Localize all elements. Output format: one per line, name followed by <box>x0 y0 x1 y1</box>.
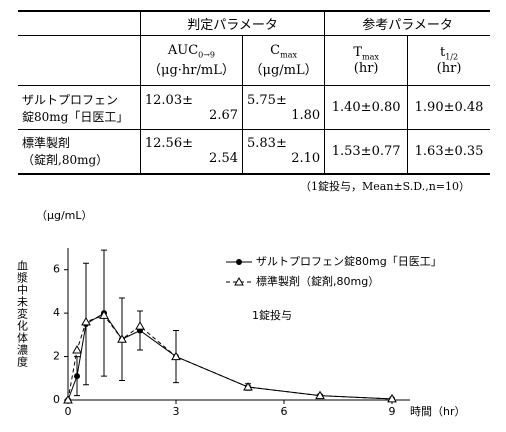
col-sub: 0→9 <box>198 50 216 60</box>
x-tick-label: 0 <box>65 405 72 418</box>
table-note: （1錠投与，Mean±S.D.,n=10） <box>300 180 470 193</box>
col-unit: （μg·hr/mL） <box>148 63 235 79</box>
marker <box>99 310 109 319</box>
marker <box>72 345 82 354</box>
cell: 1.40±0.80 <box>324 85 408 130</box>
row-label: 標準製剤 （錠剤,80mg） <box>18 129 141 174</box>
corner <box>18 11 141 36</box>
marker <box>74 373 80 380</box>
y-tick-label: 6 <box>53 263 60 276</box>
marker <box>63 394 73 404</box>
cell-line: 1.90±0.48 <box>414 100 484 115</box>
annotation: 1錠投与 <box>252 308 292 322</box>
legend-label: ザルトプロフェン錠80mg「日医工」 <box>256 254 442 268</box>
col-name: t <box>439 44 446 60</box>
column-header: Tmax (hr) <box>324 35 408 86</box>
x-tick-label: 9 <box>389 405 396 418</box>
series-line <box>67 314 393 401</box>
marker <box>243 381 253 391</box>
group-header: 判定パラメータ <box>139 11 325 36</box>
cell-line: 2.67 <box>209 107 238 123</box>
col-sub: max <box>280 50 297 60</box>
label-line: （錠剤,80mg） <box>22 153 109 168</box>
label-line: 標準製剤 <box>22 136 71 151</box>
cell: 5.75± 1.80 <box>241 85 325 130</box>
x-label: 時間（hr） <box>410 405 466 418</box>
y-label: 血漿中未変化体濃度 <box>16 259 29 368</box>
cell-line: 1.63±0.35 <box>414 143 484 159</box>
cell: 1.63±0.35 <box>407 129 490 174</box>
col-sub: 1/2 <box>445 52 459 62</box>
col-name: T <box>353 44 363 60</box>
marker <box>117 334 127 343</box>
cell-line: 12.56± <box>144 136 193 152</box>
col-name: C <box>270 42 281 58</box>
legend-marker <box>234 276 244 286</box>
cell-line: 1.40±0.80 <box>331 100 401 115</box>
col-name: AUC <box>167 42 199 58</box>
label-line: 錠80mg「日医工」 <box>22 109 129 124</box>
series-line <box>67 312 393 401</box>
legend-marker <box>236 259 242 265</box>
cell-line: 1.53±0.77 <box>331 143 401 159</box>
y-unit: （μg/mL） <box>36 209 93 222</box>
col-unit: (hr) <box>436 61 462 77</box>
col-unit: (hr) <box>353 61 379 77</box>
column-header: Cmax （μg/mL） <box>241 35 325 86</box>
row-label: ザルトプロフェン 錠80mg「日医工」 <box>18 85 141 130</box>
col-unit: （μg/mL） <box>249 63 318 79</box>
cell: 1.90±0.48 <box>407 85 490 130</box>
y-tick-label: 0 <box>53 393 60 406</box>
marker <box>171 351 181 361</box>
cell-line: 2.54 <box>209 151 238 167</box>
cell-line: 5.83± <box>247 136 287 152</box>
cell: 1.53±0.77 <box>324 129 408 174</box>
column-header: AUC0→9 （μg·hr/mL） <box>139 35 243 86</box>
label-line: ザルトプロフェン <box>22 92 119 107</box>
x-tick-label: 3 <box>173 405 180 418</box>
cell-line: 2.10 <box>291 151 321 167</box>
legend-label: 標準製剤（錠剤,80mg） <box>256 274 379 288</box>
x-tick-label: 6 <box>281 405 288 418</box>
cell-line: 1.80 <box>291 107 321 123</box>
marker <box>135 321 145 330</box>
marker <box>387 393 397 403</box>
cell-line: 12.03± <box>144 92 193 108</box>
col-sub: max <box>362 52 379 62</box>
y-tick-label: 2 <box>53 350 60 363</box>
row: ザルトプロフェン 錠80mg「日医工」 12.03± 2.67 5.75± 1.80 1.4… <box>18 85 490 130</box>
column-header: t1/2 (hr) <box>407 35 490 86</box>
marker <box>81 316 91 326</box>
row: 標準製剤 （錠剤,80mg） 12.56± 2.54 5.83± 2.10 1.53±0.7… <box>18 129 490 174</box>
corner <box>18 35 141 86</box>
group-header: 参考パラメータ <box>324 11 490 36</box>
y-tick-label: 4 <box>53 306 60 319</box>
pk-table: 判定パラメータ 参考パラメータ AUC0→9 （μg·hr/mL） Cmax （μg/… <box>18 10 490 175</box>
cell: 12.56± 2.54 <box>139 129 243 174</box>
cell-line: 5.75± <box>247 92 287 108</box>
cell: 12.03± 2.67 <box>139 85 243 130</box>
cell: 5.83± 2.10 <box>241 129 325 174</box>
marker <box>315 390 325 400</box>
